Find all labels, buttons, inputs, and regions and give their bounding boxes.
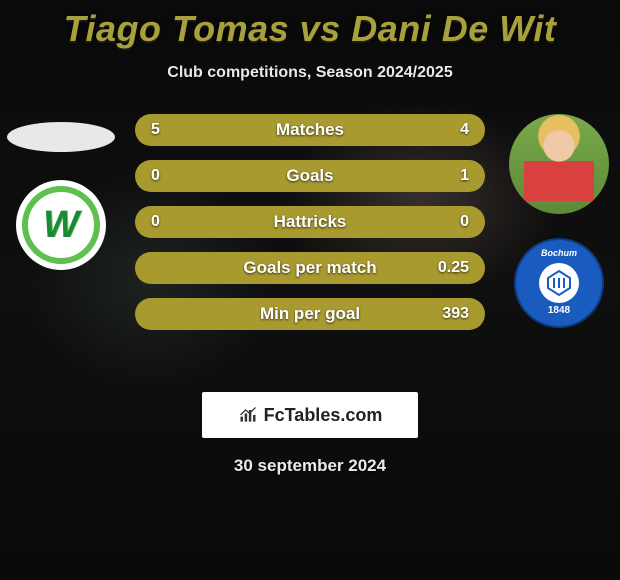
stat-left-value: 5 — [151, 121, 185, 139]
stat-right-value: 0 — [435, 213, 469, 231]
bochum-crest-icon — [539, 263, 579, 303]
left-club-badge: W — [16, 180, 106, 270]
stat-left-value: 0 — [151, 213, 185, 231]
stat-left-value: 0 — [151, 167, 185, 185]
stat-right-value: 393 — [435, 305, 469, 323]
right-player-avatar — [509, 114, 609, 214]
stat-row: 0 Hattricks 0 — [135, 206, 485, 238]
right-player-column: Bochum 1848 — [504, 114, 614, 328]
right-club-badge: Bochum 1848 — [514, 238, 604, 328]
stat-row: 5 Matches 4 — [135, 114, 485, 146]
stat-row: Min per goal 393 — [135, 298, 485, 330]
bochum-name: Bochum — [516, 248, 602, 258]
wolfsburg-logo-letter: W — [43, 204, 79, 247]
stat-label: Goals — [135, 166, 485, 186]
stat-right-value: 4 — [435, 121, 469, 139]
stat-label: Matches — [135, 120, 485, 140]
stat-label: Min per goal — [135, 304, 485, 324]
page-title: Tiago Tomas vs Dani De Wit — [0, 8, 620, 50]
left-player-column: W — [6, 114, 116, 270]
stat-label: Goals per match — [135, 258, 485, 278]
comparison-panel: W Bochum 1848 5 Matches 4 0 Goals 1 — [0, 114, 620, 384]
brand-text: FcTables.com — [264, 405, 383, 426]
left-player-avatar — [7, 122, 115, 152]
stats-list: 5 Matches 4 0 Goals 1 0 Hattricks 0 Goal… — [135, 114, 485, 344]
stat-row: Goals per match 0.25 — [135, 252, 485, 284]
date-text: 30 september 2024 — [0, 456, 620, 476]
stat-right-value: 0.25 — [435, 259, 469, 277]
subtitle: Club competitions, Season 2024/2025 — [0, 64, 620, 82]
stat-right-value: 1 — [435, 167, 469, 185]
stat-label: Hattricks — [135, 212, 485, 232]
stat-row: 0 Goals 1 — [135, 160, 485, 192]
chart-icon — [238, 405, 258, 425]
brand-badge: FcTables.com — [202, 392, 418, 438]
bochum-year: 1848 — [516, 305, 602, 316]
